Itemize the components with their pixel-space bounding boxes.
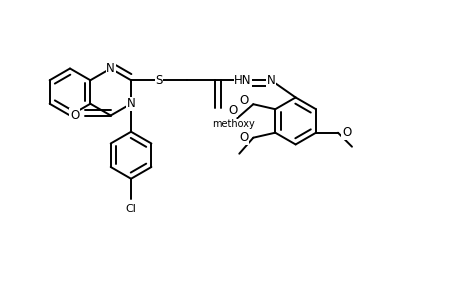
Text: N: N	[106, 62, 115, 75]
Text: Cl: Cl	[125, 204, 136, 214]
Text: O: O	[341, 126, 351, 139]
Text: S: S	[155, 74, 162, 87]
Text: O: O	[239, 131, 248, 144]
Text: O: O	[70, 109, 79, 122]
Text: O: O	[239, 94, 248, 107]
Text: methoxy: methoxy	[212, 119, 254, 129]
Text: N: N	[266, 74, 275, 87]
Text: O: O	[228, 104, 237, 117]
Text: HN: HN	[234, 74, 251, 87]
Text: N: N	[126, 97, 135, 110]
